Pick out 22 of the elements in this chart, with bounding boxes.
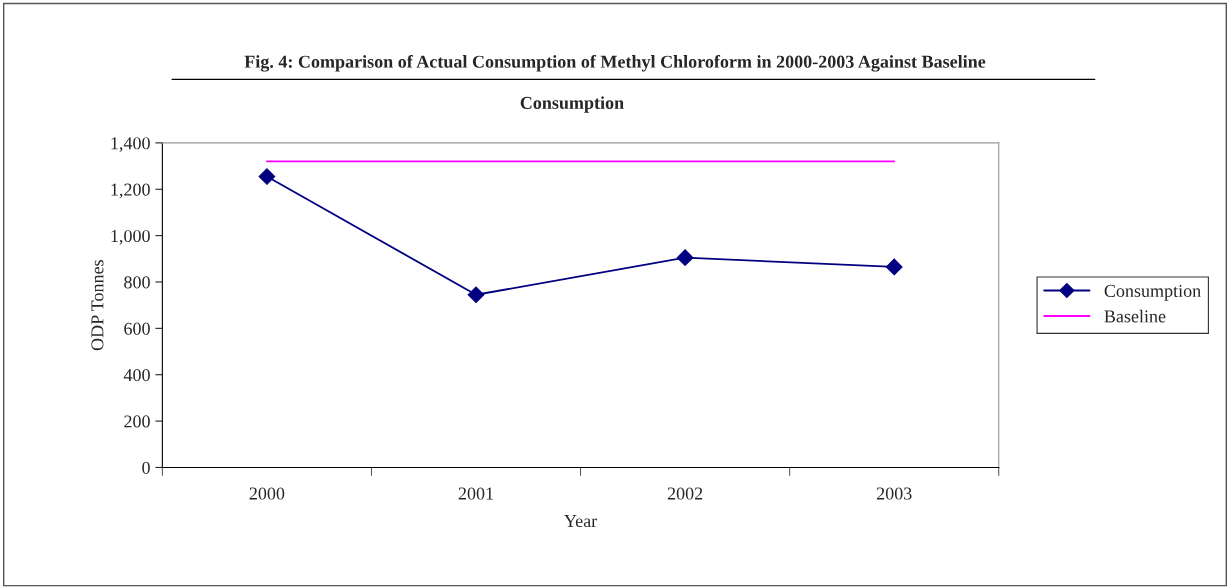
point — [676, 249, 694, 267]
legend-label: Baseline — [1104, 309, 1166, 323]
y-axis-title: ODP Tonnes — [91, 260, 104, 351]
y-tick-label: 400 — [123, 368, 150, 382]
y-tick-label: 800 — [124, 276, 150, 289]
y-tick-label: 1,000 — [111, 229, 150, 245]
chart-title: Fig. 4: Comparison of Actual Consumption of Methyl Chloroform in 2000-2003 Against Baseline — [244, 54, 986, 72]
x-tick-label: 2001 — [458, 487, 493, 500]
y-tick-label: 1,400 — [111, 137, 150, 152]
x-tick-label: 2002 — [667, 487, 703, 500]
y-tick-label: 1,200 — [111, 183, 150, 199]
x-tick-label: 2003 — [876, 487, 912, 500]
point — [467, 286, 485, 304]
x-tick-label: 2000 — [249, 487, 285, 500]
point — [885, 258, 903, 276]
y-tick-label: 200 — [124, 415, 150, 428]
chart-subtitle: Consumption — [520, 96, 624, 113]
x-axis-title: Year — [564, 515, 598, 528]
y-tick-label: 0 — [142, 461, 150, 474]
y-tick-label: 600 — [124, 322, 150, 335]
point — [258, 168, 276, 185]
legend-label: Consumption — [1104, 284, 1201, 301]
